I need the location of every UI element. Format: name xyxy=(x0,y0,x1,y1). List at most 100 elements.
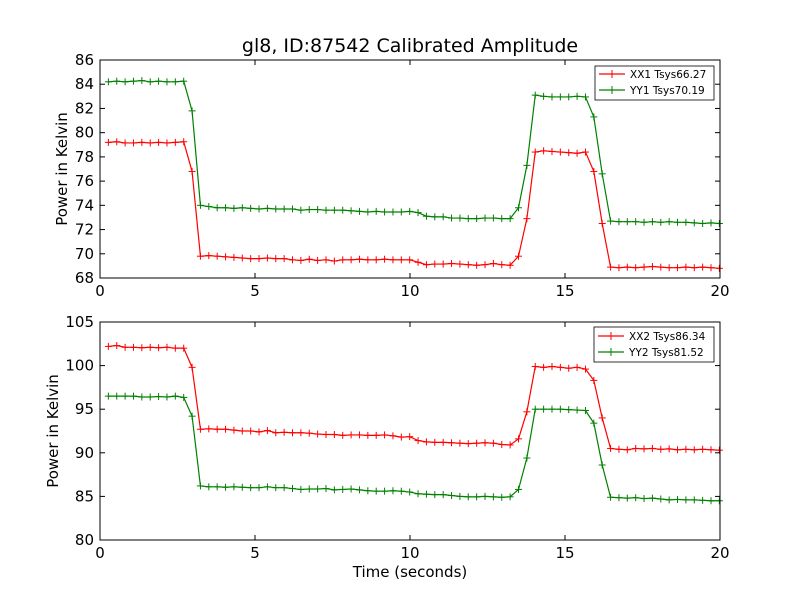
data-point xyxy=(623,263,631,271)
y-tick-label: 72 xyxy=(75,221,94,239)
data-point xyxy=(129,139,137,147)
data-point xyxy=(456,492,464,500)
data-point xyxy=(632,218,640,226)
data-point xyxy=(113,392,121,400)
data-point xyxy=(690,446,698,454)
data-point xyxy=(623,446,631,454)
data-point xyxy=(314,430,322,438)
data-point xyxy=(565,149,573,157)
data-point xyxy=(121,139,129,147)
data-point xyxy=(397,256,405,264)
y-tick-label: 80 xyxy=(75,531,94,549)
y-tick-label: 78 xyxy=(75,148,94,166)
data-point xyxy=(389,487,397,495)
data-point xyxy=(372,431,380,439)
data-point xyxy=(372,207,380,215)
data-point xyxy=(129,77,137,85)
data-point xyxy=(448,439,456,447)
data-point xyxy=(196,482,204,490)
data-point xyxy=(548,362,556,370)
y-tick-label: 90 xyxy=(75,444,94,462)
data-point xyxy=(255,255,263,263)
data-point xyxy=(280,205,288,213)
data-point xyxy=(431,260,439,268)
data-point xyxy=(707,446,715,454)
data-point xyxy=(422,438,430,446)
y-tick-label: 85 xyxy=(75,487,94,505)
series-layer xyxy=(104,342,723,505)
data-point xyxy=(556,148,564,156)
data-point xyxy=(531,362,539,370)
data-point xyxy=(113,342,121,350)
data-point xyxy=(699,263,707,271)
data-point xyxy=(155,344,163,352)
data-point xyxy=(180,393,188,401)
data-point xyxy=(138,77,146,85)
data-point xyxy=(289,205,297,213)
data-point xyxy=(255,205,263,213)
data-point xyxy=(205,252,213,260)
x-tick-label: 20 xyxy=(710,282,729,300)
y-tick-label: 84 xyxy=(75,75,94,93)
data-point xyxy=(389,208,397,216)
data-point xyxy=(707,497,715,505)
data-point xyxy=(188,167,196,175)
data-point xyxy=(556,363,564,371)
data-point xyxy=(615,445,623,453)
data-point xyxy=(414,437,422,445)
data-point xyxy=(163,393,171,401)
data-point xyxy=(406,488,414,496)
data-point xyxy=(339,256,347,264)
data-point xyxy=(163,78,171,86)
data-point xyxy=(406,207,414,215)
data-point xyxy=(607,263,615,271)
data-point xyxy=(389,256,397,264)
data-point xyxy=(414,209,422,217)
data-point xyxy=(222,204,230,212)
data-point xyxy=(715,497,723,505)
data-point xyxy=(598,220,606,227)
data-point xyxy=(113,77,121,85)
data-point xyxy=(422,261,430,269)
data-point xyxy=(180,138,188,146)
data-point xyxy=(540,405,548,413)
y-tick-label: 100 xyxy=(65,357,94,375)
data-point xyxy=(205,203,213,211)
legend-label: XX2 Tsys86.34 xyxy=(629,331,706,343)
data-point xyxy=(707,264,715,272)
data-point xyxy=(431,491,439,499)
legend-entry: YY2 Tsys81.52 xyxy=(598,347,704,359)
data-point xyxy=(163,343,171,351)
y-axis-label: Power in Kelvin xyxy=(53,112,71,226)
data-point xyxy=(540,147,548,155)
data-point xyxy=(556,405,564,413)
data-point xyxy=(347,207,355,215)
data-point xyxy=(222,483,230,491)
data-point xyxy=(247,255,255,263)
x-tick-label: 15 xyxy=(555,282,574,300)
data-point xyxy=(155,77,163,85)
data-point xyxy=(364,208,372,216)
data-point xyxy=(196,425,204,433)
data-point xyxy=(531,91,539,99)
data-point xyxy=(314,206,322,214)
data-point xyxy=(188,107,196,115)
data-point xyxy=(674,446,682,454)
data-point xyxy=(548,93,556,101)
data-point xyxy=(682,263,690,271)
data-point xyxy=(381,255,389,263)
y-tick-label: 95 xyxy=(75,400,94,418)
data-point xyxy=(289,429,297,437)
data-point xyxy=(674,495,682,503)
data-point xyxy=(657,445,665,453)
data-point xyxy=(523,215,531,223)
data-point xyxy=(548,405,556,413)
data-point xyxy=(222,253,230,261)
data-point xyxy=(690,496,698,504)
data-point xyxy=(573,92,581,100)
y-tick-label: 80 xyxy=(75,124,94,142)
data-point xyxy=(238,483,246,491)
data-point xyxy=(456,439,464,447)
data-point xyxy=(305,255,313,263)
data-point xyxy=(330,430,338,438)
